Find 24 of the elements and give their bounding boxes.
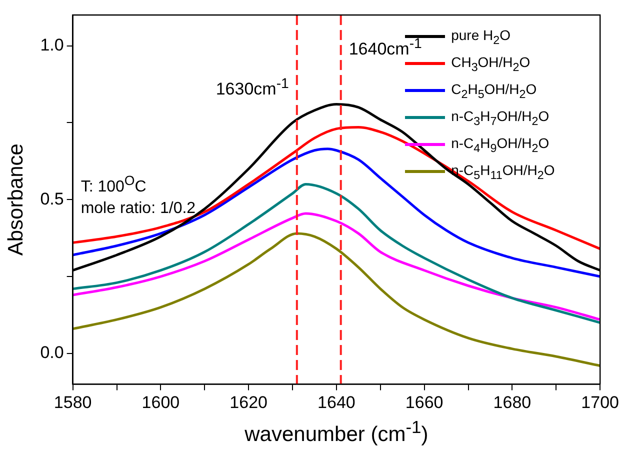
- annotation: mole ratio: 1/0.2: [80, 199, 196, 220]
- x-tick-label: 1660: [405, 393, 444, 412]
- ref-line-label: 1640cm$^{-1}$: [348, 35, 422, 61]
- x-tick-label: 1620: [230, 393, 268, 412]
- line-series: [72, 212, 600, 321]
- ref-line-label: 1630cm$^{-1}$: [216, 75, 289, 101]
- y-tick-label: 1.0: [40, 35, 64, 54]
- annotation: T: 100$^{O}$C: [80, 172, 148, 198]
- x-axis-title: wavenumber (cm$^{-1}$): [244, 416, 430, 446]
- y-tick-label: 0.0: [40, 343, 64, 362]
- legend-label: C$_{2}$H$_{5}$OH/H$_{2}$O: [451, 80, 537, 100]
- line-series: [72, 232, 600, 367]
- line-series: [72, 126, 600, 250]
- x-tick-label: 1680: [493, 393, 532, 412]
- x-tick-label: 1580: [54, 393, 92, 412]
- legend-label: CH$_{3}$OH/H$_{2}$O: [451, 54, 530, 74]
- legend-label: pure H$_{2}$O: [451, 26, 510, 46]
- legend-label: n-C$_{4}$H$_{9}$OH/H$_{2}$O: [451, 134, 550, 154]
- legend-label: n-C$_{3}$H$_{7}$OH/H$_{2}$O: [451, 108, 550, 128]
- y-tick-label: 0.5: [40, 189, 64, 208]
- x-tick-label: 1600: [142, 393, 180, 412]
- x-tick-label: 1700: [581, 393, 620, 412]
- x-tick-label: 1640: [318, 393, 356, 412]
- y-axis-title: Absorbance: [4, 144, 28, 256]
